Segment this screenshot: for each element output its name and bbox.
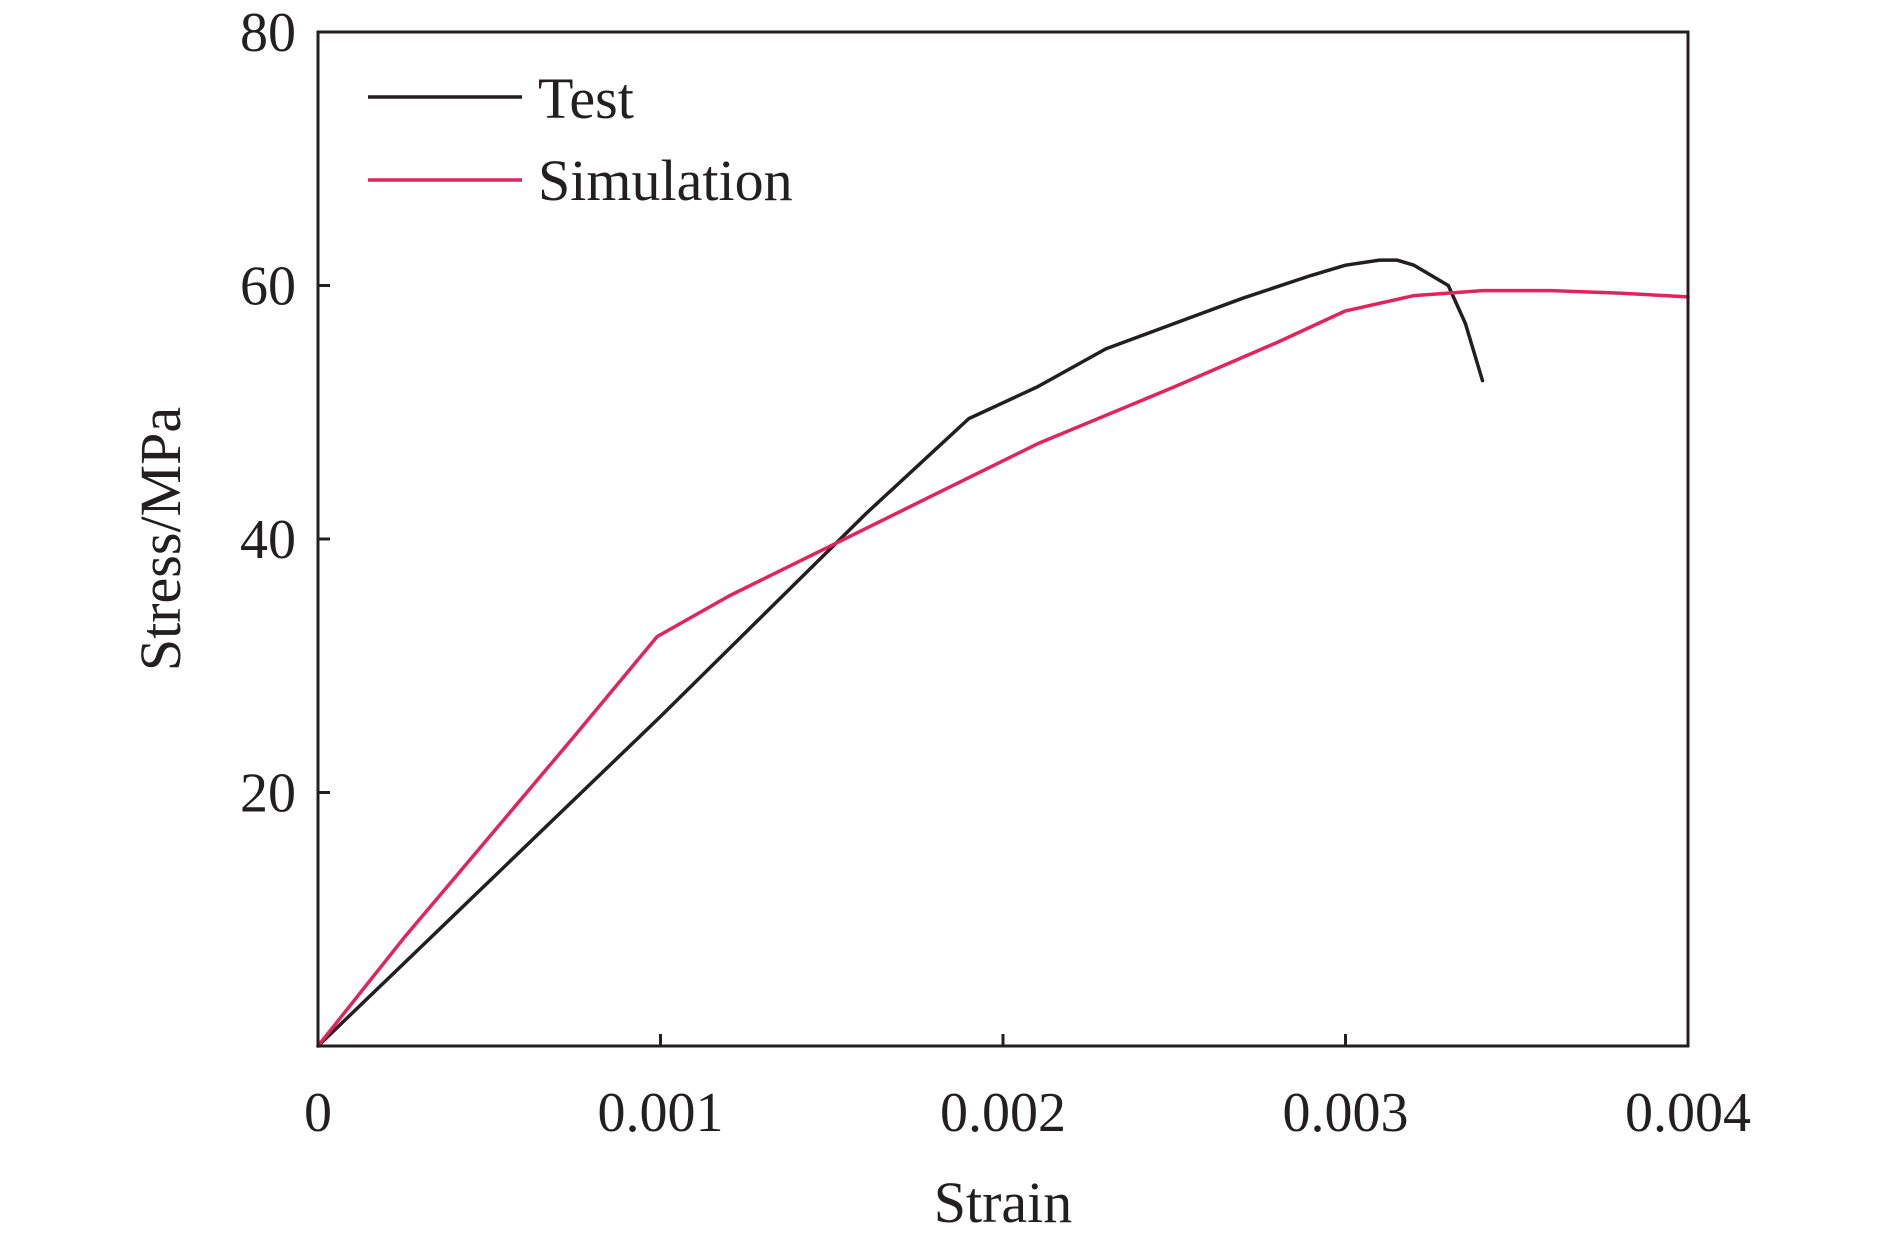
series-layer: [316, 258, 1690, 1048]
x-tick-label: 0.004: [1625, 1082, 1751, 1144]
x-tick-label: 0.002: [940, 1082, 1066, 1144]
series-line-simulation: [316, 288, 1690, 1048]
y-tick-label: 40: [240, 509, 296, 571]
legend: Test Simulation: [368, 66, 793, 213]
plot-frame: [316, 30, 1690, 1048]
x-axis-title: Strain: [934, 1170, 1073, 1235]
series-line-test: [316, 258, 1485, 1048]
axis-tick-labels: 0 0.001 0.002 0.003 0.004 20 40 60 80: [240, 2, 1751, 1144]
x-tick-label: 0.003: [1283, 1082, 1409, 1144]
legend-label-simulation: Simulation: [538, 148, 793, 213]
y-tick-label: 20: [240, 763, 296, 825]
legend-label-test: Test: [538, 66, 634, 131]
x-tick-label: 0: [304, 1082, 332, 1144]
x-tick-label: 0.001: [598, 1082, 724, 1144]
y-tick-label: 60: [240, 256, 296, 318]
axis-ticks: [318, 284, 1347, 1046]
y-tick-label: 80: [240, 2, 296, 64]
y-axis-title: Stress/MPa: [128, 407, 193, 671]
